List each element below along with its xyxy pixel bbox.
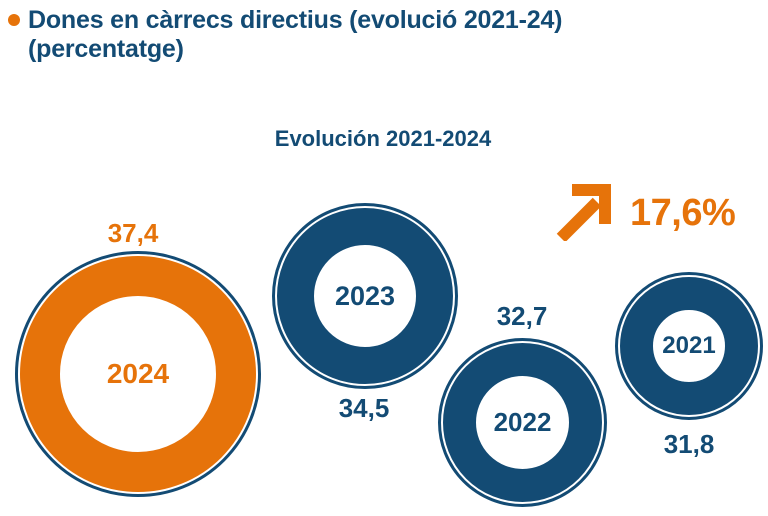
year-label-2022: 2022: [493, 407, 552, 437]
bullet-icon: [8, 14, 20, 26]
donut-ring-2022: 2022: [443, 343, 602, 502]
donut-2021: 2021: [615, 272, 763, 420]
donut-2023: 2023: [272, 203, 458, 389]
year-label-2024: 2024: [106, 358, 170, 389]
value-label-2021: 31,8: [663, 429, 715, 459]
year-label-2023: 2023: [334, 280, 396, 311]
donut-2024: 2024: [15, 251, 261, 497]
chart-title-line1: Dones en càrrecs directius (evolució 202…: [28, 6, 563, 34]
chart-header: Dones en càrrecs directius (evolució 202…: [8, 6, 563, 64]
chart-title-line2: (percentatge): [28, 35, 184, 63]
chart-subtitle: Evolución 2021-2024: [274, 126, 492, 151]
year-label-2021: 2021: [662, 332, 716, 359]
donut-2022: 2022: [438, 338, 607, 507]
title-block: Dones en càrrecs directius (evolució 202…: [28, 6, 563, 64]
value-label-2023: 34,5: [338, 393, 390, 423]
donut-ring-2024: 2024: [20, 256, 256, 492]
donut-ring-2023: 2023: [277, 208, 453, 384]
trend-up-arrow-icon: [556, 184, 611, 241]
value-label-2022: 32,7: [496, 301, 548, 331]
value-label-2024: 37,4: [107, 218, 159, 248]
donut-ring-2021: 2021: [620, 277, 758, 415]
growth-percentage-label: 17,6%: [630, 192, 736, 234]
